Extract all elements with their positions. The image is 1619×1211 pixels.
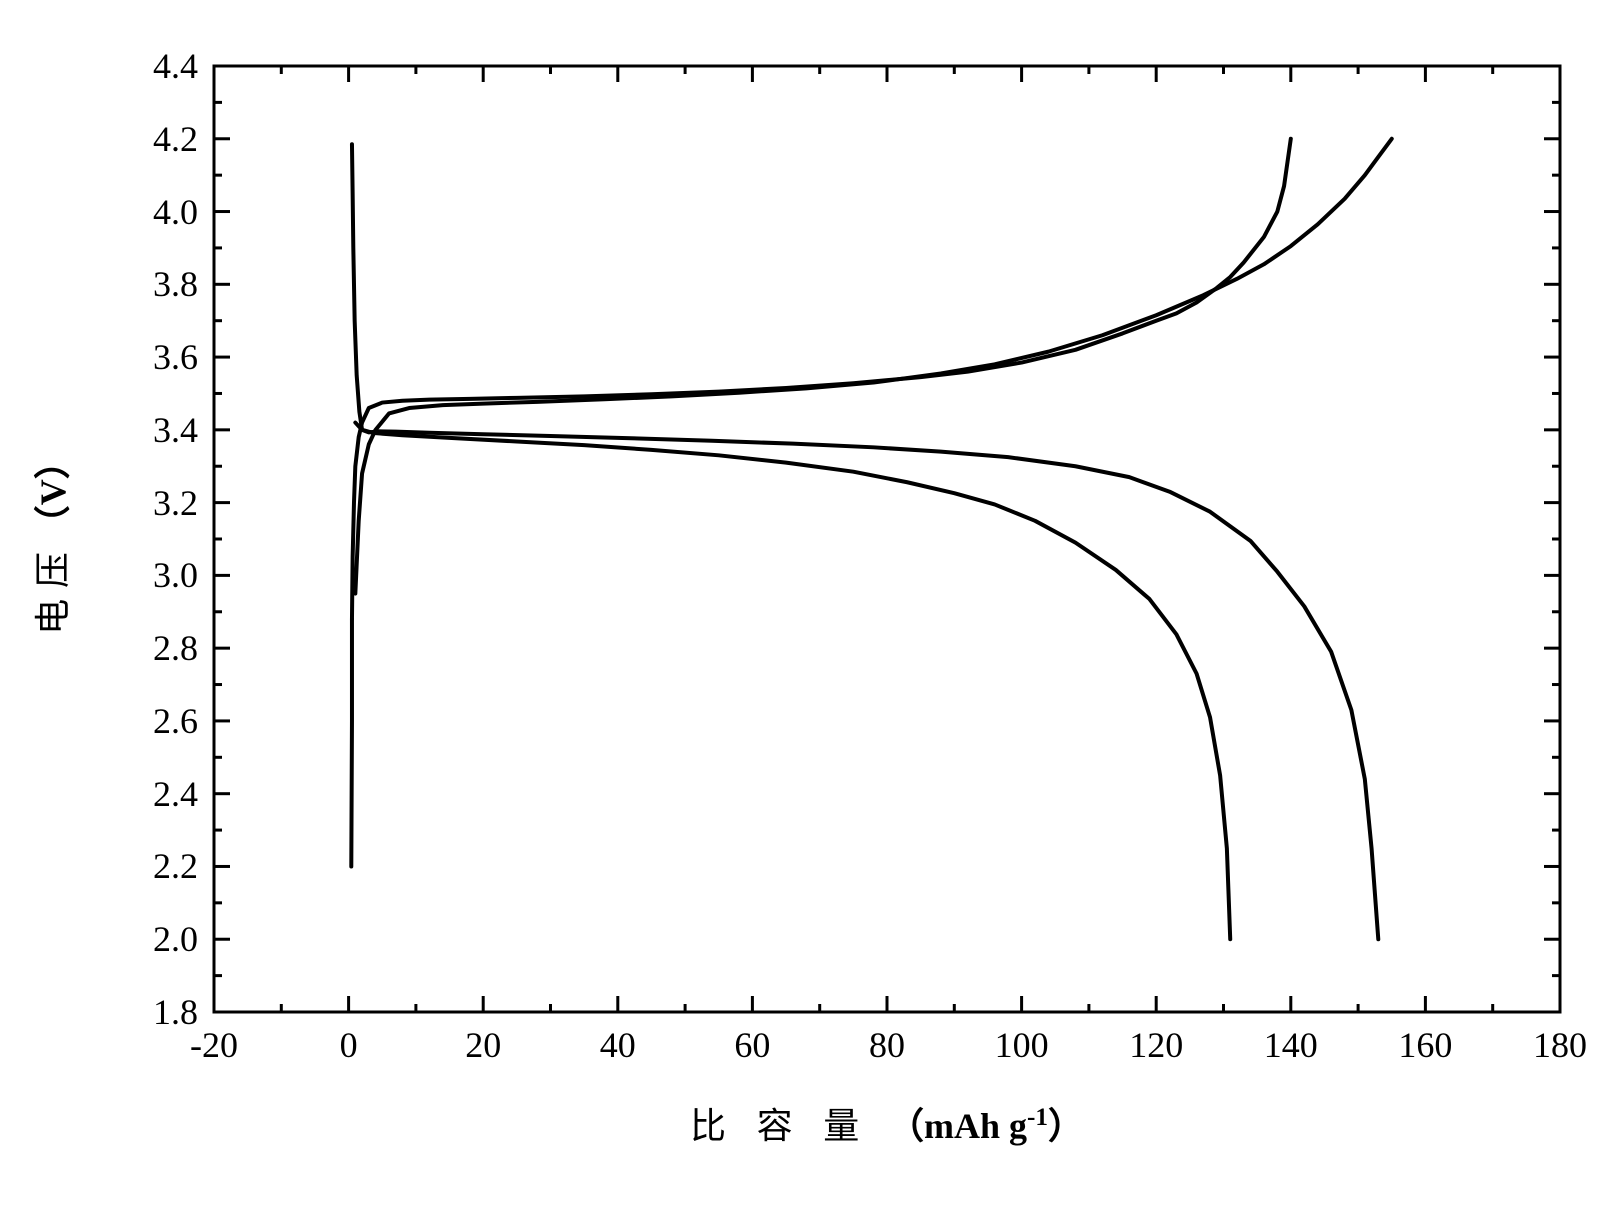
chart-container: 电压（V） 比 容 量 （mAh g-1） -20020406080100120… [0, 0, 1619, 1211]
tick-label: 2.6 [153, 700, 198, 742]
tick-label: 40 [600, 1024, 636, 1066]
y-axis-label-unit: （V） [33, 443, 73, 541]
x-axis-label-unit: （mAh g-1） [888, 1106, 1084, 1146]
tick-label: 2.8 [153, 627, 198, 669]
tick-label: 3.8 [153, 263, 198, 305]
curve-charge-outer [352, 139, 1291, 619]
tick-label: 1.8 [153, 991, 198, 1033]
tick-label: 180 [1533, 1024, 1587, 1066]
tick-label: 80 [869, 1024, 905, 1066]
tick-label: 20 [465, 1024, 501, 1066]
y-axis-label-text: 电压 [33, 541, 73, 635]
tick-label: 60 [734, 1024, 770, 1066]
x-axis-label: 比 容 量 （mAh g-1） [690, 1097, 1084, 1149]
plot-svg [0, 0, 1619, 1211]
tick-label: 140 [1264, 1024, 1318, 1066]
tick-label: 3.6 [153, 336, 198, 378]
tick-label: 4.0 [153, 191, 198, 233]
tick-label: 4.4 [153, 45, 198, 87]
tick-label: 4.2 [153, 118, 198, 160]
tick-label: 3.2 [153, 482, 198, 524]
tick-label: 3.0 [153, 554, 198, 596]
tick-label: 2.0 [153, 918, 198, 960]
curve-discharge-inner [355, 423, 1230, 940]
tick-label: 100 [995, 1024, 1049, 1066]
tick-label: 120 [1129, 1024, 1183, 1066]
tick-label: 3.4 [153, 409, 198, 451]
x-axis-label-text: 比 容 量 [690, 1106, 870, 1146]
tick-label: 0 [340, 1024, 358, 1066]
tick-label: 160 [1398, 1024, 1452, 1066]
curve-charge-inner [355, 139, 1391, 594]
y-axis-label: 电压（V） [24, 443, 76, 635]
curve-start-stem [351, 619, 352, 866]
tick-label: 2.4 [153, 773, 198, 815]
tick-label: 2.2 [153, 845, 198, 887]
